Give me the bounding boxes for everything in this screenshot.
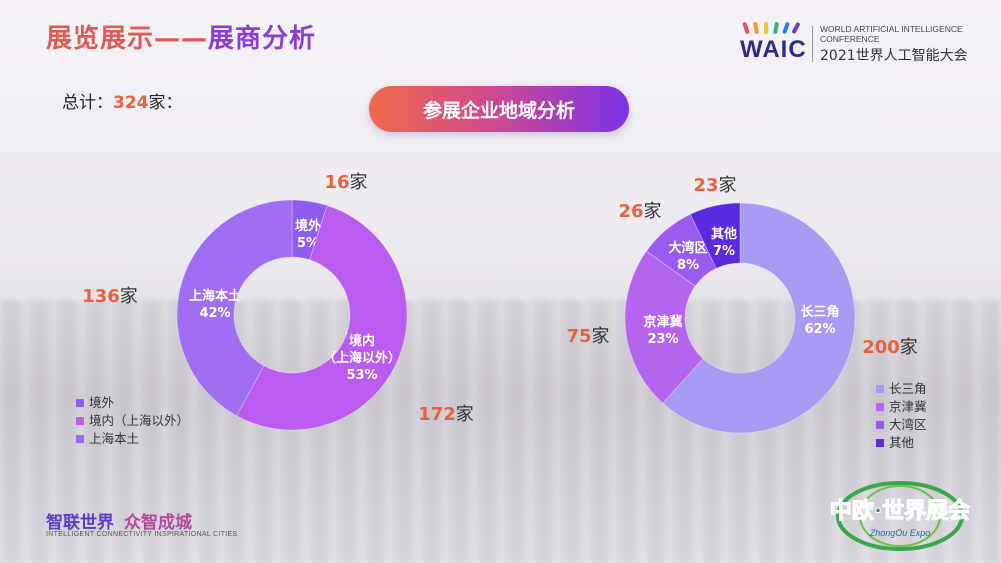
- chart-left-legend: 境外境内（上海以外） 上海本土: [76, 394, 189, 448]
- logo-divider: [812, 26, 813, 62]
- legend-entry: 境内（上海以外）: [76, 412, 189, 430]
- legend-label: 上海本土: [89, 431, 140, 446]
- slice-label: 长三角 62%: [800, 304, 839, 337]
- legend-label: 大湾区: [889, 417, 927, 432]
- legend-entry: 上海本土: [76, 430, 189, 448]
- slice-label: 大湾区 8%: [668, 240, 707, 273]
- logo-english: WORLD ARTIFICIAL INTELLIGENCE CONFERENCE: [820, 24, 963, 44]
- slogan: 智联世界 众智成城: [46, 508, 192, 533]
- legend-label: 境外: [89, 395, 115, 410]
- page-title-main: 展览展示——: [46, 24, 209, 54]
- slice-count: 75家: [566, 326, 609, 347]
- slice-count: 200家: [862, 337, 918, 358]
- slice-count: 172家: [418, 404, 474, 425]
- legend-swatch: [76, 417, 84, 425]
- legend-swatch: [876, 385, 884, 393]
- page-title: 展览展示——展商分析: [46, 18, 316, 55]
- slogan-a: 智联世界: [46, 513, 114, 533]
- slice-percent: 62%: [804, 322, 835, 337]
- legend-swatch: [876, 421, 884, 429]
- donut-slice: [689, 202, 741, 269]
- slice-count: 136家: [82, 286, 138, 307]
- slogan-english: INTELLIGENT CONNECTIVITY INSPIRATIONAL C…: [46, 531, 238, 538]
- slice-label: 上海本土 42%: [189, 288, 241, 321]
- waic-logo-word: WAIC: [740, 36, 807, 63]
- waic-logo-bars-icon: [742, 21, 808, 36]
- slice-label: 境外 5%: [295, 218, 321, 251]
- total-suffix: 家：: [148, 93, 183, 113]
- total-count: 总计：324家：: [62, 88, 183, 113]
- donut-slice: [291, 199, 328, 261]
- total-value: 324: [113, 93, 149, 113]
- total-prefix: 总计：: [62, 93, 113, 113]
- legend-entry: 京津冀: [876, 398, 927, 416]
- slice-percent: 23%: [647, 332, 678, 347]
- legend-entry: 长三角: [876, 380, 927, 398]
- legend-label: 京津冀: [889, 399, 927, 414]
- chart-right-legend: 长三角京津冀大湾区其他: [876, 380, 927, 452]
- legend-label: 其他: [889, 435, 915, 450]
- slice-percent: 53%: [346, 368, 377, 383]
- legend-swatch: [76, 399, 84, 407]
- expo-logo-cn: 中欧·世界展会: [830, 498, 970, 524]
- slogan-b: 众智成城: [124, 513, 192, 533]
- legend-swatch: [876, 403, 884, 411]
- legend-label: 长三角: [889, 381, 927, 396]
- legend-label: 境内（上海以外）: [89, 413, 190, 428]
- slice-count: 16家: [324, 172, 367, 193]
- page-title-accent: 展商分析: [208, 24, 317, 54]
- zhongou-expo-logo: 中欧·世界展会 ZhongOu Expo: [829, 481, 971, 551]
- slice-count: 23家: [693, 175, 736, 196]
- logo-chinese: 2021世界人工智能大会: [820, 48, 968, 64]
- legend-entry: 境外: [76, 394, 189, 412]
- expo-logo-en: ZhongOu Expo: [869, 528, 931, 538]
- donut-slice: [624, 250, 704, 404]
- slice-percent: 5%: [297, 236, 319, 251]
- slice-label: 京津冀 23%: [643, 314, 682, 347]
- slice-label: 其他 7%: [711, 226, 737, 259]
- slice-label: 境内（上海以外） 53%: [323, 333, 401, 383]
- slice-count: 26家: [618, 201, 661, 222]
- slice-percent: 7%: [713, 244, 735, 259]
- legend-swatch: [76, 435, 84, 443]
- donut-slice: [176, 199, 293, 417]
- donut-slice: [662, 202, 856, 434]
- slice-percent: 42%: [199, 306, 230, 321]
- legend-swatch: [876, 439, 884, 447]
- donut-slice: [235, 204, 408, 431]
- section-pill: 参展企业地域分析: [369, 86, 629, 132]
- legend-entry: 大湾区: [876, 416, 927, 434]
- slice-percent: 8%: [677, 258, 699, 273]
- legend-entry: 其他: [876, 434, 927, 452]
